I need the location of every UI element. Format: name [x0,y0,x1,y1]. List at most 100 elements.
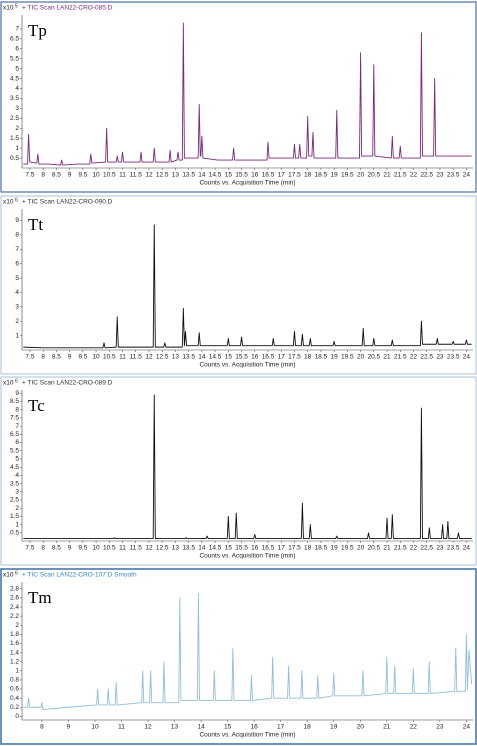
panel-frame [0,568,477,745]
chromatogram-line [23,394,472,539]
x-tick-label: 20 [357,724,365,731]
x-tick-label: 17.5 [288,545,301,552]
x-tick-label: 10 [92,172,100,179]
x-tick-label: 14.5 [209,545,222,552]
y-tick-label: 5.5 [10,447,19,454]
y-tick-label: 0 [15,713,19,720]
x-tick-label: 15 [224,724,232,731]
y-tick-label: 0.4 [10,695,19,702]
x-tick-label: 14 [198,172,206,179]
panel-frame [0,376,477,566]
x-tick-label: 22 [410,172,418,179]
panel-label: Tp [28,21,47,40]
x-tick-label: 9 [68,545,72,552]
x-tick-label: 23 [436,354,444,361]
x-tick-label: 18.5 [315,545,328,552]
x-tick-label: 16.5 [262,172,275,179]
x-tick-label: 9 [68,172,72,179]
x-tick-label: 16 [251,545,259,552]
y-tick-label: 3.5 [10,95,19,102]
x-tick-label: 19 [331,172,339,179]
y-tick-label: 0.8 [10,677,19,684]
y-tick-label: 7 [15,423,19,430]
y-tick-label: 6.5 [10,36,19,43]
x-tick-label: 13.5 [182,545,195,552]
x-tick-label: 23 [436,172,444,179]
x-tick-label: 8 [41,545,45,552]
y-scale-exponent: 6 [15,197,18,203]
x-tick-label: 9 [68,354,72,361]
x-tick-label: 21.5 [394,545,407,552]
x-tick-label: 17.5 [288,354,301,361]
panel-label: Tt [28,215,43,234]
y-tick-label: 2.6 [10,595,19,602]
x-tick-label: 22 [410,354,418,361]
y-tick-label: 2 [15,125,19,132]
x-tick-label: 11.5 [130,354,143,361]
y-tick-label: 0.2 [10,704,19,711]
x-tick-label: 15 [225,172,233,179]
x-tick-label: 11 [118,724,125,731]
x-tick-label: 15.5 [235,172,248,179]
chromatogram-line [23,592,473,710]
x-tick-label: 22 [410,724,418,731]
x-tick-label: 7.5 [25,354,34,361]
x-tick-label: 9.5 [78,354,87,361]
y-tick-label: 4 [15,472,19,479]
x-tick-label: 16.5 [262,354,275,361]
x-tick-label: 11 [119,172,126,179]
x-tick-label: 18 [304,724,312,731]
x-tick-label: 13 [172,545,180,552]
x-tick-label: 11.5 [130,545,143,552]
x-tick-label: 12 [144,724,152,731]
y-tick-label: 7.5 [10,415,19,422]
y-tick-label: 2 [15,622,19,629]
x-tick-label: 21 [383,172,391,179]
x-tick-label: 13 [172,172,180,179]
x-tick-label: 14 [197,724,205,731]
x-tick-label: 22.5 [420,354,433,361]
y-scale-base: x10 [3,199,14,206]
x-tick-label: 19 [330,724,338,731]
x-tick-label: 9 [67,724,71,731]
x-tick-label: 22 [410,545,418,552]
x-tick-label: 24 [463,724,471,731]
y-tick-label: 1.8 [10,631,19,638]
y-tick-label: 2.4 [10,604,19,611]
x-tick-label: 21 [383,724,391,731]
y-tick-label: 1 [15,521,19,528]
x-tick-label: 12.5 [156,545,169,552]
y-tick-label: 0.5 [10,155,19,162]
x-tick-label: 16.5 [262,545,275,552]
y-tick-label: 5 [15,65,19,72]
y-tick-label: 8 [15,232,19,239]
y-tick-label: 6 [15,260,19,267]
x-tick-label: 22.5 [420,172,433,179]
x-tick-label: 16 [251,172,259,179]
x-tick-label: 20.5 [367,172,380,179]
x-tick-label: 18.5 [315,354,328,361]
x-axis-label: Counts vs. Acquisition Time (min) [199,362,295,369]
x-tick-label: 9.5 [78,545,87,552]
x-tick-label: 21 [383,545,391,552]
x-tick-label: 8 [41,172,45,179]
x-tick-label: 10.5 [103,545,116,552]
x-tick-label: 7.5 [25,545,34,552]
panel-frame [0,195,477,375]
x-tick-label: 17 [278,354,286,361]
y-tick-label: 4.5 [10,464,19,471]
y-tick-label: 2.5 [10,115,19,122]
y-tick-label: 2 [15,318,19,325]
x-tick-label: 13 [172,354,180,361]
x-tick-label: 18.5 [315,172,328,179]
y-scale-base: x10 [3,572,14,579]
x-tick-label: 18 [304,172,312,179]
x-tick-label: 23.5 [447,172,460,179]
x-tick-label: 15.5 [235,545,248,552]
y-tick-label: 8.5 [10,398,19,405]
y-tick-label: 1.6 [10,640,19,647]
x-tick-label: 20.5 [367,354,380,361]
y-tick-label: 8 [15,406,19,413]
x-axis-label: Counts vs. Acquisition Time (min) [199,553,295,560]
x-tick-label: 16 [251,354,259,361]
